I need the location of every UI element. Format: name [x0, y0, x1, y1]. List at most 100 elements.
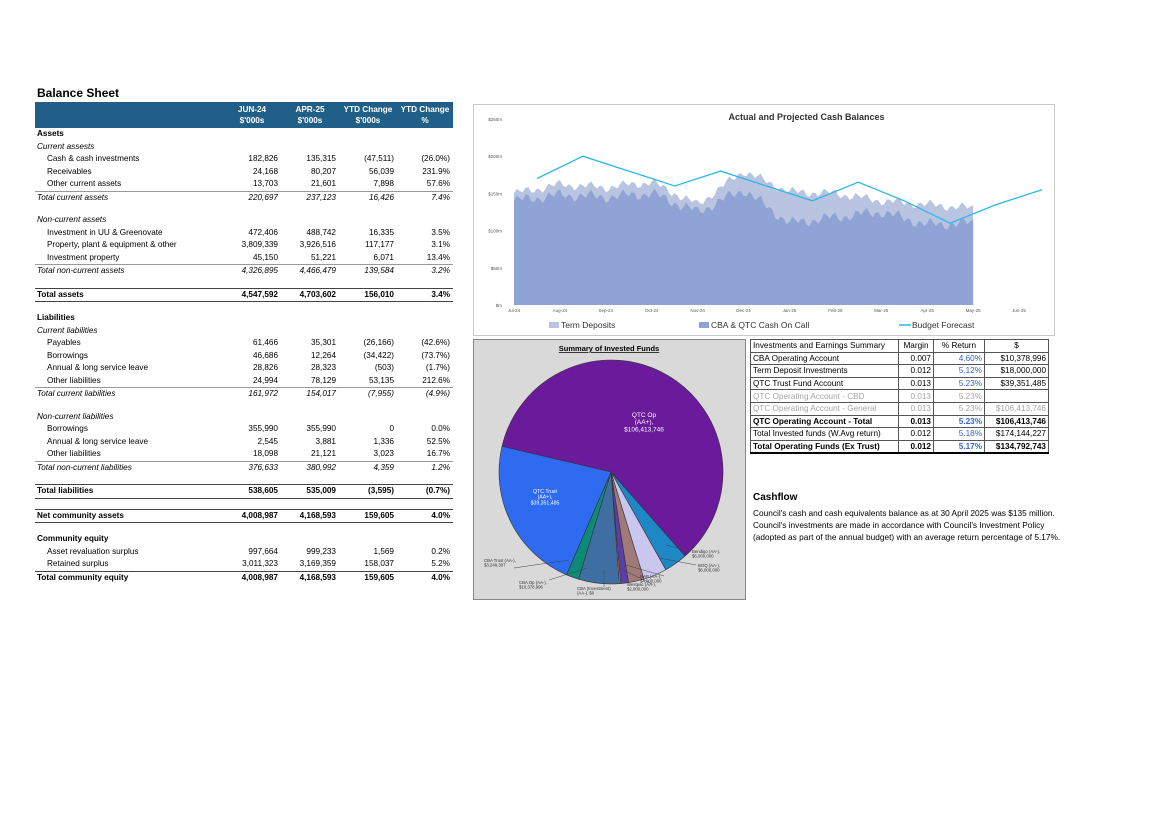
bs-col-header: JUN-24 $'000s [223, 102, 281, 128]
bs-cell: (73.7%) [421, 350, 450, 360]
y-tick-label: $m [496, 303, 503, 308]
inv-col-header: Investments and Earnings Summary [750, 339, 899, 353]
bs-cell [223, 312, 281, 325]
pie-label-qtc-trust: $39,351,485 [531, 500, 560, 506]
bs-cell [281, 302, 339, 313]
inv-cell [984, 389, 1049, 403]
bs-cell: 7.4% [397, 190, 453, 204]
bs-row: Receivables 24,168 80,207 56,039 231.9% [35, 166, 453, 179]
inv-col-header: % Return [933, 339, 985, 353]
bs-cell [281, 401, 339, 411]
bs-cell: 4,703,602 [281, 287, 339, 302]
bs-cell: 35,301 [310, 338, 336, 348]
bs-cell [397, 533, 453, 546]
bs-row: Non-current liabilities [35, 411, 453, 424]
bs-row: Total current assets 220,697 237,123 16,426… [35, 190, 453, 204]
inv-row: QTC Trust Fund Account 0.013 5.23% $39,351,… [750, 376, 1049, 391]
bs-cell [397, 523, 453, 534]
inv-cell: 0.012 [898, 439, 934, 455]
inv-row: Term Deposit Investments 0.012 5.12% $18,00… [750, 364, 1049, 378]
bs-cell [281, 312, 339, 325]
bs-cell [339, 523, 397, 534]
bs-row: Annual & long service leave 2,545 3,881 1,3… [35, 436, 453, 449]
y-tick-label: $250m [488, 117, 502, 122]
bs-row-label [35, 474, 223, 485]
bs-cell: 46,686 [252, 350, 278, 360]
x-tick-label: Jul-24 [508, 308, 521, 313]
bs-row-label: Non-current assets [37, 215, 107, 225]
bs-cell: 3,809,339 [241, 240, 278, 250]
bs-row [35, 474, 453, 485]
bs-cell: 18,098 [252, 449, 278, 459]
bs-cell: 380,992 [281, 460, 339, 474]
pie-label-boq: $6,000,000 [698, 568, 720, 573]
bs-cell: 21,601 [310, 179, 336, 189]
bs-cell: 159,605 [339, 508, 397, 523]
bs-cell [281, 411, 339, 424]
bs-cell [223, 204, 281, 214]
balance-sheet-header: JUN-24 $'000s APR-25 $'000s YTD Change $'0… [35, 102, 453, 128]
inv-col-header: Margin [898, 339, 934, 353]
bs-cell: 4,168,593 [281, 508, 339, 523]
bs-cell: 16.7% [426, 449, 450, 459]
bs-row-label: Investment in UU & Greenovate [47, 227, 163, 237]
pie-leader-line [618, 567, 653, 585]
bs-cell: 4.0% [397, 570, 453, 584]
bs-row: Total current liabilities 161,972 154,017(… [35, 387, 453, 401]
inv-row: QTC Operating Account - Total 0.013 5.23% $… [750, 414, 1049, 429]
bs-cell: 3,926,516 [299, 240, 336, 250]
bs-cell: (1.7%) [425, 363, 450, 373]
pie-label-qtc-op: QTC Op [632, 412, 657, 419]
bs-cell: 28,826 [252, 363, 278, 373]
bs-row [35, 278, 453, 289]
bs-cell: (7,955) [339, 387, 397, 401]
bs-row-label: Net community assets [35, 508, 223, 523]
pie-label-cba-op: CBA Op (AA-), [519, 580, 547, 585]
series-budget-forecast-line [536, 155, 1043, 224]
bs-cell [281, 523, 339, 534]
bs-cell [281, 325, 339, 338]
bs-row: Cash & cash investments 182,826 135,315 (47… [35, 153, 453, 166]
bs-cell [339, 325, 397, 338]
bs-cell: 5.2% [431, 559, 450, 569]
inv-cell: $18,000,000 [984, 364, 1049, 378]
bs-row: Investment property 45,150 51,221 6,071 13.4… [35, 252, 453, 265]
bs-row: Assets [35, 128, 453, 141]
bs-cell: 78,129 [310, 375, 336, 385]
inv-row: CBA Operating Account 0.007 4.60% $10,378,9… [750, 351, 1049, 366]
bs-cell: (26.0%) [421, 154, 450, 164]
bs-cell: 51,221 [310, 252, 336, 262]
bs-cell: 1.2% [397, 460, 453, 474]
bs-col-header: YTD Change % [397, 102, 453, 128]
bs-cell: 355,990 [306, 424, 336, 434]
bs-cell: 4,008,987 [223, 508, 281, 523]
bs-row: Total assets 4,547,592 4,703,602 156,010 3.4… [35, 287, 453, 302]
bs-cell: 4.0% [397, 508, 453, 523]
bs-row-label [35, 302, 223, 313]
x-tick-label: Nov-24 [690, 308, 705, 313]
bs-cell [223, 278, 281, 289]
bs-row-label: Assets [37, 129, 64, 139]
bs-cell: 135,315 [306, 154, 336, 164]
inv-header-row: Investments and Earnings Summary Margin% … [750, 339, 1049, 353]
bs-col-header: YTD Change $'000s [339, 102, 397, 128]
pie-leader-line [513, 559, 570, 569]
legend-swatch [699, 322, 709, 328]
bs-cell: 21,121 [310, 449, 336, 459]
bs-cell: 0 [389, 424, 394, 434]
bs-cell: 4,008,987 [223, 570, 281, 584]
bs-row-label: Total current assets [35, 190, 223, 204]
bs-cell [339, 474, 397, 485]
bs-cell: 52.5% [426, 436, 450, 446]
inv-cell: $106,413,746 [984, 401, 1049, 416]
pie-label-qtc-op: $106,413,746 [624, 426, 664, 433]
pie-label-qtc-trust: QTC Trust [533, 489, 557, 495]
bs-cell: 24,168 [252, 166, 278, 176]
bs-row-label: Current assests [37, 141, 95, 151]
bs-cell [339, 401, 397, 411]
bs-row: Total liabilities 538,605 535,009 (3,595) (0… [35, 484, 453, 499]
legend-label: CBA & QTC Cash On Call [711, 320, 809, 330]
bs-cell: 1,569 [373, 546, 395, 556]
bs-row [35, 204, 453, 214]
x-tick-label: Sep-24 [599, 308, 614, 313]
